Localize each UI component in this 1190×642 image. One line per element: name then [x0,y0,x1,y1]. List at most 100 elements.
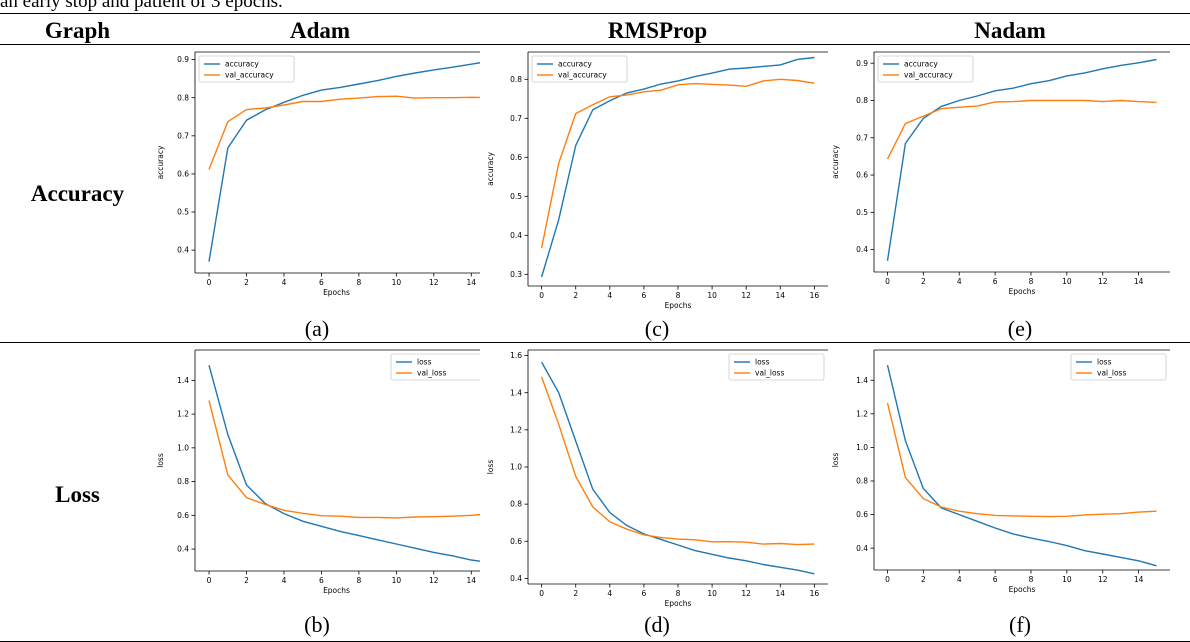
x-tick-label: 2 [573,291,578,300]
y-axis-label: loss [831,453,840,468]
x-axis-label: Epochs [1009,287,1036,296]
legend-label: loss [755,358,770,367]
series-line-accuracy [208,62,480,262]
y-tick-label: 0.9 [856,59,868,68]
y-tick-label: 0.7 [510,114,522,123]
legend-label: loss [417,358,432,367]
series-line-val_accuracy [886,99,1157,160]
y-tick-label: 0.5 [856,208,868,217]
caption-fragment: an early stop and patient of 3 epochs. [0,0,283,12]
x-tick-label: 14 [775,589,785,598]
x-tick-label: 0 [885,575,890,584]
y-tick-label: 0.6 [856,171,868,180]
table-header-rule [0,44,1190,45]
y-tick-label: 0.5 [177,208,189,217]
series-line-val_loss [886,402,1157,518]
legend-label: loss [1097,358,1112,367]
chart-e: 0 2 4 6 8 10 12 14 0.4 0.5 0.6 0.7 0.8 0.9 Epochs accur… [831,51,1170,296]
table-top-rule [0,13,1190,14]
col-header-rmsprop: RMSProp [607,18,708,43]
y-tick-label: 1.0 [510,463,522,472]
x-tick-label: 8 [1029,575,1034,584]
x-tick-label: 12 [1098,277,1108,286]
x-tick-label: 6 [642,291,647,300]
y-tick-label: 1.6 [510,351,522,360]
chart-c: 0 2 4 6 8 10 12 14 16 0.3 0.4 0.5 0.6 0.7 0.8 Epochs acc… [486,51,828,310]
x-tick-label: 14 [466,278,476,287]
x-tick-label: 14 [1134,277,1144,286]
y-tick-label: 0.8 [856,477,868,486]
x-tick-label: 14 [466,576,476,585]
chart-b: 0 2 4 6 8 10 12 14 0.4 0.6 0.8 1.0 1.2 1.4 Epochs loss l… [156,349,480,595]
x-tick-label: 4 [282,278,287,287]
x-tick-label: 8 [356,576,361,585]
y-tick-label: 1.4 [856,376,868,385]
series-line-val_loss [208,400,480,519]
x-tick-label: 6 [993,277,998,286]
x-tick-label: 2 [921,575,926,584]
y-axis-label: accuracy [831,145,840,179]
series-line-loss [540,361,815,575]
y-tick-label: 0.8 [510,500,522,509]
x-tick-label: 6 [319,576,324,585]
col-header-graph: Graph [44,18,111,43]
legend-label: val_loss [417,369,446,378]
y-tick-label: 0.6 [510,153,522,162]
chart-f: 0 2 4 6 8 10 12 14 0.4 0.6 0.8 1.0 1.2 1.4 Epochs loss l… [831,349,1170,594]
y-axis-label: accuracy [486,152,495,186]
row-header-loss: Loss [55,482,100,507]
x-tick-label: 0 [539,291,544,300]
x-tick-label: 8 [356,278,361,287]
y-tick-label: 0.8 [177,93,189,102]
x-tick-label: 16 [810,291,820,300]
x-tick-label: 4 [607,589,612,598]
x-tick-label: 8 [676,291,681,300]
x-tick-label: 0 [539,589,544,598]
x-tick-label: 8 [1029,277,1034,286]
y-axis-label: accuracy [156,145,165,179]
legend-box [877,55,974,83]
x-tick-label: 12 [429,576,439,585]
x-tick-label: 12 [741,291,751,300]
legend-box [1070,353,1167,381]
x-tick-label: 6 [319,278,324,287]
legend-label: val_accuracy [904,71,953,80]
chart-a: 0 2 4 6 8 10 12 14 0.4 0.5 0.6 0.7 0.8 0.9 Epochs accur… [156,51,480,297]
y-tick-label: 0.4 [510,574,522,583]
x-tick-label: 16 [810,589,820,598]
y-tick-label: 1.4 [177,376,189,385]
legend-label: val_loss [755,369,784,378]
legend-box [198,55,295,83]
y-tick-label: 0.6 [177,170,189,179]
y-tick-label: 0.6 [510,537,522,546]
legend-label: accuracy [225,60,259,69]
series-line-val_accuracy [540,78,815,249]
x-tick-label: 0 [885,277,890,286]
x-tick-label: 14 [775,291,785,300]
x-axis-label: Epochs [665,301,692,310]
y-tick-label: 1.0 [856,443,868,452]
x-tick-label: 6 [642,589,647,598]
x-axis-label: Epochs [665,599,692,608]
chart-d: 0 2 4 6 8 10 12 14 16 0.4 0.6 0.8 1.0 1.2 1.4 1.6 Epochs… [486,349,828,608]
subfigure-label-c: (c) [644,316,670,341]
legend-label: val_loss [1097,369,1126,378]
y-tick-label: 0.9 [177,55,189,64]
col-header-adam: Adam [289,18,351,43]
x-tick-label: 4 [957,575,962,584]
col-header-nadam: Nadam [974,18,1046,43]
series-line-val_loss [540,376,815,546]
y-tick-label: 0.4 [177,545,189,554]
x-tick-label: 2 [921,277,926,286]
table-row-rule [0,342,1190,343]
x-tick-label: 4 [607,291,612,300]
x-tick-label: 10 [1062,575,1072,584]
x-tick-label: 10 [707,589,717,598]
y-tick-label: 0.4 [177,246,189,255]
y-tick-label: 0.4 [856,245,868,254]
y-tick-label: 1.2 [856,409,868,418]
legend-box [728,353,825,381]
subfigure-label-d: (d) [644,612,670,637]
y-tick-label: 0.7 [177,131,189,140]
x-tick-label: 10 [392,576,402,585]
